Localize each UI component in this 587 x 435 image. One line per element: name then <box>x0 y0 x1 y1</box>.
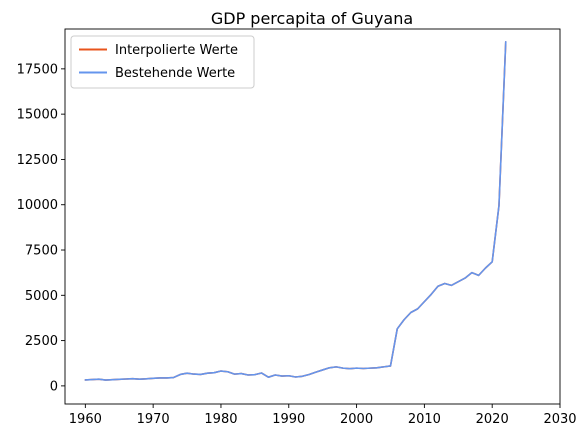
y-tick-label: 5000 <box>25 289 58 304</box>
x-tick-label: 2010 <box>408 412 441 427</box>
y-axis-ticks: 0 2500 5000 7500 10000 12500 15000 17500 <box>17 62 65 394</box>
y-tick-label: 2500 <box>25 334 58 349</box>
x-axis-ticks: 1960 1970 1980 1990 2000 2010 2020 2030 <box>69 404 577 427</box>
x-tick-label: 2030 <box>543 412 576 427</box>
legend-label-interpolated: Interpolierte Werte <box>115 43 238 58</box>
y-tick-label: 12500 <box>17 153 58 168</box>
x-tick-label: 1980 <box>204 412 237 427</box>
y-tick-label: 15000 <box>17 108 58 123</box>
x-tick-label: 2020 <box>476 412 509 427</box>
x-tick-label: 1970 <box>137 412 170 427</box>
x-tick-label: 2000 <box>340 412 373 427</box>
legend: Interpolierte Werte Bestehende Werte <box>71 36 254 88</box>
x-tick-label: 1960 <box>69 412 102 427</box>
x-tick-label: 1990 <box>272 412 305 427</box>
y-tick-label: 17500 <box>17 62 58 77</box>
y-tick-label: 7500 <box>25 244 58 259</box>
legend-label-existing: Bestehende Werte <box>115 66 235 81</box>
y-tick-label: 10000 <box>17 198 58 213</box>
y-tick-label: 0 <box>50 379 58 394</box>
chart-title: GDP percapita of Guyana <box>211 9 413 28</box>
